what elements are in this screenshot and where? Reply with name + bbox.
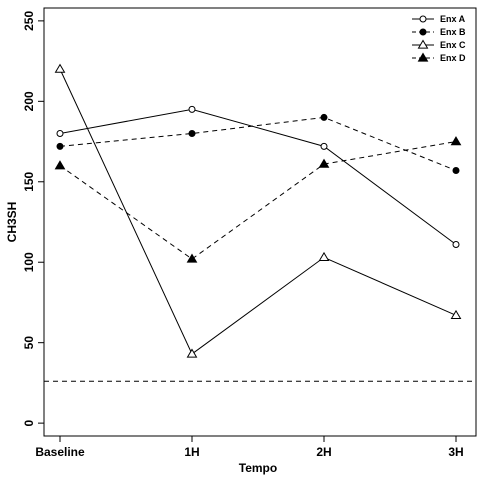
legend-label: Enx D [440, 53, 466, 63]
y-tick: 50 [22, 336, 44, 350]
x-axis: Baseline 1H 2H 3H Tempo [35, 435, 464, 475]
y-tick-label: 200 [22, 91, 36, 111]
x-tick-label: Baseline [35, 445, 85, 459]
y-tick: 200 [22, 91, 44, 111]
legend-key-enx-c [412, 39, 434, 49]
legend-label: Enx B [440, 27, 466, 37]
x-ticks: Baseline 1H 2H 3H [35, 436, 464, 459]
open-circle-marker [419, 15, 427, 23]
x-tick: 2H [316, 436, 332, 459]
x-tick-label: 1H [184, 445, 199, 459]
open-triangle-marker [417, 39, 429, 49]
legend-key-enx-d [412, 52, 434, 62]
filled-circle-marker [419, 28, 427, 36]
y-tick: 250 [22, 11, 44, 31]
series-line [59, 141, 457, 260]
filled-triangle-marker [417, 52, 429, 62]
series-line [59, 68, 457, 355]
y-tick: 100 [22, 252, 44, 272]
legend-item: Enx B [412, 27, 466, 37]
open-circle-marker [320, 142, 328, 150]
y-tick-label: 100 [22, 252, 36, 272]
series-enx-b [56, 113, 460, 175]
open-triangle-marker [186, 348, 198, 358]
filled-circle-marker [188, 130, 196, 138]
filled-circle-marker [56, 142, 64, 150]
y-tick-label: 0 [22, 419, 36, 426]
open-circle-marker [188, 105, 196, 113]
x-axis-title: Tempo [239, 461, 277, 475]
legend-key-enx-a [412, 15, 434, 23]
series-enx-a [56, 105, 460, 249]
legend-item: Enx D [412, 52, 466, 63]
legend-item: Enx C [412, 39, 466, 50]
legend-item: Enx A [412, 14, 466, 24]
x-tick-label: 2H [316, 445, 331, 459]
series-layer [54, 63, 462, 358]
legend-label: Enx C [440, 40, 466, 50]
filled-circle-marker [320, 113, 328, 121]
series-enx-d [54, 136, 462, 263]
open-triangle-marker [450, 309, 462, 319]
plot-frame [43, 7, 477, 437]
filled-triangle-marker [318, 158, 330, 168]
x-tick: 1H [184, 436, 200, 459]
filled-circle-marker [452, 167, 460, 175]
y-tick-label: 150 [22, 171, 36, 191]
y-tick-label: 50 [22, 336, 36, 350]
y-tick-label: 250 [22, 11, 36, 31]
y-axis-title: CH3SH [5, 202, 19, 243]
x-tick-label: 3H [448, 445, 463, 459]
open-triangle-marker [318, 251, 330, 262]
y-tick: 150 [22, 171, 44, 192]
y-axis: 0 50 100 150 200 250 CH3SH [5, 11, 45, 426]
series-line [59, 116, 457, 171]
x-tick: 3H [448, 436, 464, 459]
open-triangle-marker [54, 63, 66, 73]
legend: Enx A Enx B Enx C Enx D [412, 14, 466, 63]
filled-triangle-marker [450, 136, 462, 146]
series-enx-c [54, 63, 462, 358]
filled-triangle-marker [54, 160, 66, 170]
filled-triangle-marker [186, 253, 198, 263]
y-ticks: 0 50 100 150 200 250 [22, 11, 44, 426]
x-tick: Baseline [35, 436, 85, 459]
series-line [59, 108, 457, 245]
legend-key-enx-b [412, 28, 434, 36]
open-circle-marker [452, 241, 460, 249]
legend-label: Enx A [440, 14, 466, 24]
y-tick: 0 [22, 419, 44, 426]
open-circle-marker [56, 130, 64, 138]
